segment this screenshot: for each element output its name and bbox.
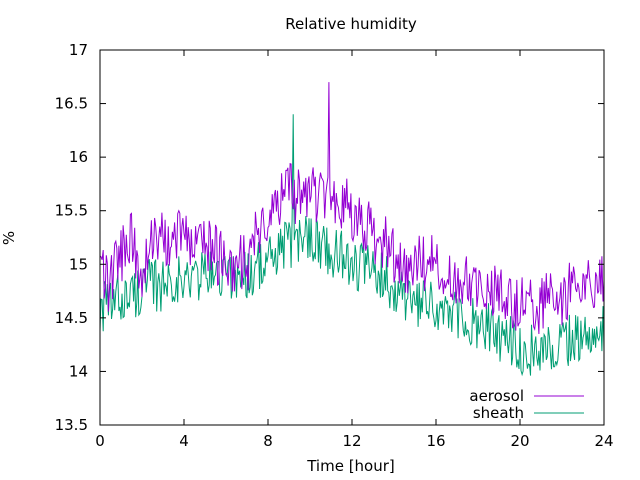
tick-layer: 0 4 8 12 16 20 24 13.5 14 14.5 15 15.5 16 16.5 17 (55, 41, 614, 450)
legend-label-aerosol: aerosol (469, 387, 524, 405)
y-tick-label: 15 (69, 255, 88, 273)
chart-title: Relative humidity (285, 15, 417, 33)
series-line-sheath (99, 114, 605, 377)
x-tick-label: 8 (263, 432, 273, 450)
y-tick-label: 15.5 (55, 202, 88, 220)
x-axis-label: Time [hour] (306, 457, 395, 475)
y-tick-label: 14.5 (55, 309, 88, 327)
series-line-aerosol (99, 82, 605, 335)
x-tick-label: 0 (95, 432, 105, 450)
y-tick-label: 17 (69, 41, 88, 59)
x-tick-label: 24 (594, 432, 613, 450)
y-tick-label: 16.5 (55, 95, 88, 113)
x-tick-label: 4 (179, 432, 189, 450)
series-layer (99, 82, 605, 377)
y-tick-label: 13.5 (55, 416, 88, 434)
x-tick-label: 12 (342, 432, 361, 450)
x-tick-label: 20 (510, 432, 529, 450)
plot-frame (99, 49, 605, 426)
x-tick-label: 16 (426, 432, 445, 450)
y-tick-label: 14 (69, 362, 88, 380)
y-axis-label: % (0, 231, 18, 245)
y-tick-label: 16 (69, 148, 88, 166)
legend-label-sheath: sheath (473, 404, 524, 422)
